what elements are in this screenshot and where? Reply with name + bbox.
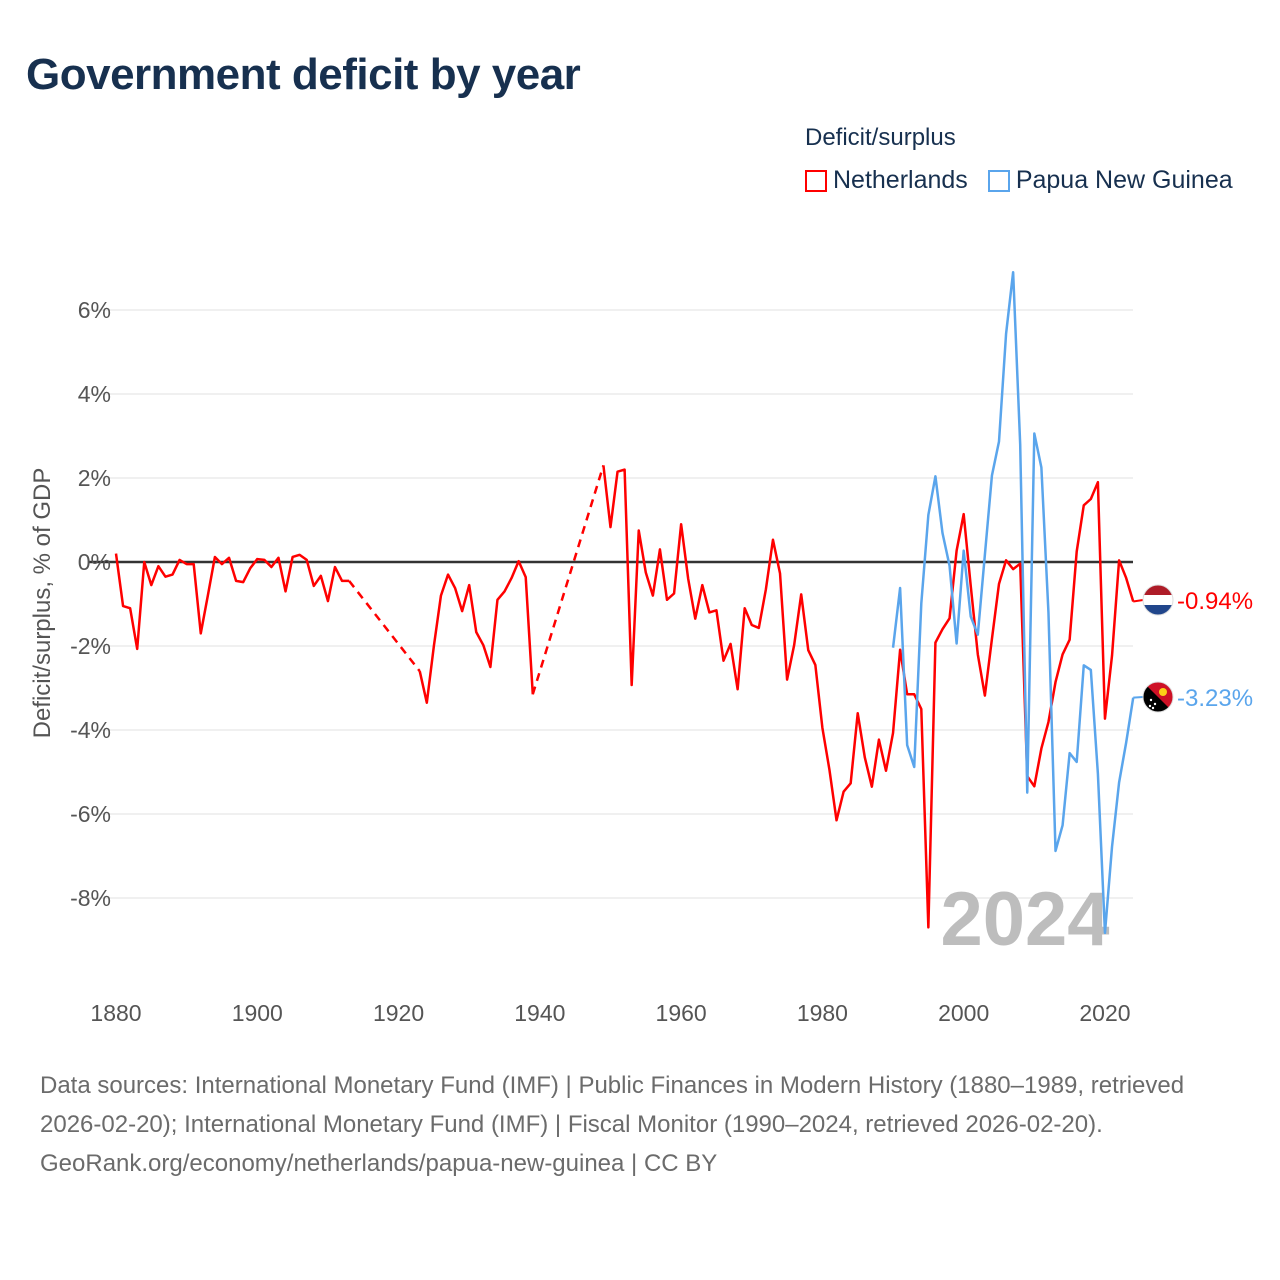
series-line-netherlands: [418, 559, 535, 704]
x-tick-label: 2020: [1079, 1000, 1130, 1026]
flag-star: [1153, 702, 1157, 706]
footer: Data sources: International Monetary Fun…: [40, 1066, 1240, 1183]
legend-swatch-netherlands: [805, 169, 827, 192]
netherlands-flag-icon: [1142, 584, 1174, 616]
legend: Netherlands Papua New Guinea: [805, 166, 1233, 195]
x-tick-label: 1900: [232, 1000, 283, 1026]
end-connector-netherlands: [1133, 599, 1144, 603]
legend-label: Papua New Guinea: [1015, 166, 1233, 194]
gap-dashed-line-netherlands: [348, 580, 421, 672]
x-tick-label: 1940: [514, 1000, 565, 1026]
y-tick-label: 2%: [78, 465, 111, 491]
flag-border: [1142, 681, 1174, 713]
flag-stripe: [1143, 605, 1173, 615]
series-line-netherlands: [602, 465, 1135, 929]
legend-title: Deficit/surplus: [805, 124, 956, 151]
y-axis-label: Deficit/surplus, % of GDP: [29, 468, 56, 739]
flag-border: [1142, 584, 1174, 616]
gap-dashed-line-netherlands: [531, 465, 605, 695]
x-tick-label: 1920: [373, 1000, 424, 1026]
end-connector-papua-new-guinea: [1133, 696, 1144, 699]
end-value-label: -0.94%: [1177, 588, 1253, 615]
credit-link[interactable]: GeoRank.org/economy/netherlands/papua-ne…: [40, 1150, 718, 1177]
x-tick-label: 1880: [90, 1000, 141, 1026]
y-tick-label: -2%: [70, 633, 111, 659]
flag-stripe: [1143, 595, 1173, 605]
x-tick-label: 2000: [938, 1000, 989, 1026]
year-watermark: 2024: [940, 877, 1109, 962]
flag-star: [1149, 698, 1153, 702]
flag-body: [1143, 585, 1173, 615]
legend-item-netherlands[interactable]: Netherlands: [805, 166, 968, 195]
y-tick-label: 4%: [78, 381, 111, 407]
y-tick-label: 0%: [78, 549, 111, 575]
flag-stripe: [1143, 585, 1173, 595]
x-tick-label: 1980: [797, 1000, 848, 1026]
flag-star: [1151, 706, 1155, 710]
end-value-label: -3.23%: [1177, 685, 1253, 712]
y-tick-label: 6%: [78, 297, 111, 323]
papua-new-guinea-flag-icon: [1142, 681, 1174, 713]
y-tick-label: -6%: [70, 801, 111, 827]
flag-body: [1143, 682, 1173, 712]
y-tick-label: -4%: [70, 717, 111, 743]
series-line-netherlands: [114, 553, 350, 651]
legend-item-papua-new-guinea[interactable]: Papua New Guinea: [987, 166, 1233, 195]
flag-star: [1148, 704, 1152, 708]
series-line-papua-new-guinea: [891, 270, 1135, 935]
data-sources: Data sources: International Monetary Fun…: [40, 1072, 1185, 1138]
x-tick-label: 1960: [656, 1000, 707, 1026]
y-tick-label: -8%: [70, 885, 111, 911]
legend-swatch-papua-new-guinea: [987, 169, 1010, 192]
flag-bird: [1159, 688, 1167, 696]
page-title: Government deficit by year: [26, 50, 581, 99]
legend-label: Netherlands: [833, 166, 968, 194]
